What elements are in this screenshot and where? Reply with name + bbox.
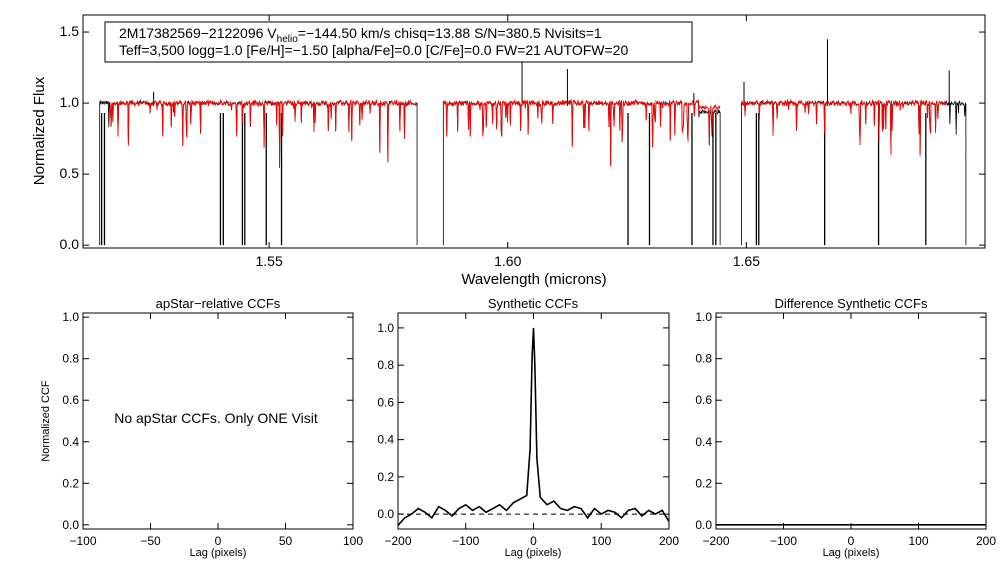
difference-ccf-title: Difference Synthetic CCFs	[775, 296, 928, 311]
synthetic-ccf-panel: −200 −100 0 100 200 0.0 0.2 0.4 0.6 0.8 1.0 Synthe…	[377, 296, 679, 559]
spectrum-ytick-label: 1.5	[60, 23, 80, 39]
apstar-ccf-title: apStar−relative CCFs	[156, 296, 281, 311]
info-box	[104, 21, 693, 63]
synthetic-ccf-xtick-label: 200	[659, 534, 679, 548]
spectrum-panel: 1.55 1.60 1.65 0.0 0.5 1.0 1.5 Wavelength (mic…	[31, 14, 986, 288]
info-line-2: Teff=3,500 logg=1.0 [Fe/H]=−1.50 [alpha/…	[119, 42, 628, 58]
difference-ccf-xtick-label: −200	[702, 534, 729, 548]
synthetic-ccf-ytick-label: 0.8	[377, 358, 394, 372]
spectrum-observed-chip	[442, 99, 721, 246]
spectrum-xtick-label: 1.65	[733, 253, 760, 269]
info-vhelio-sub: helio	[277, 34, 299, 45]
info-params-1: =−144.50 km/s chisq=13.88 S/N=380.5 Nvis…	[298, 25, 602, 41]
difference-ccf-xtick-label: −100	[770, 534, 797, 548]
difference-ccf-ytick-label: 0.6	[695, 393, 712, 407]
synthetic-ccf-series	[397, 327, 670, 526]
spectrum-observed-chip	[99, 99, 418, 246]
spectrum-model-series	[109, 98, 947, 167]
difference-ccf-ytick-label: 0.0	[695, 518, 712, 532]
synthetic-ccf-ytick-label: 0.6	[377, 395, 394, 409]
apstar-ccf-ytick-label: 0.0	[62, 518, 79, 532]
difference-ccf-ytick-label: 0.8	[695, 352, 712, 366]
apstar-ccf-xtick-label: 0	[215, 534, 222, 548]
apstar-ccf-xtick-label: 50	[279, 534, 293, 548]
difference-ccf-xlabel: Lag (pixels)	[823, 547, 880, 559]
spectrum-ytick-label: 1.0	[60, 94, 80, 110]
spectrum-model-chip	[109, 98, 418, 167]
apstar-ccf-ticks: −100 −50 0 50 100 0.0 0.2 0.4 0.6 0.8 1.0	[62, 310, 363, 548]
spectrum-model-chip	[442, 98, 721, 167]
synthetic-ccf-xtick-label: −200	[384, 534, 411, 548]
synthetic-ccf-title: Synthetic CCFs	[488, 296, 579, 311]
apstar-ccf-note: No apStar CCFs. Only ONE Visit	[114, 410, 318, 426]
synthetic-ccf-ticks: −200 −100 0 100 200 0.0 0.2 0.4 0.6 0.8 1.0	[377, 313, 679, 548]
synthetic-ccf-ytick-label: 0.4	[377, 433, 394, 447]
spectrum-frame	[82, 14, 986, 249]
difference-ccf-xtick-label: 100	[908, 534, 928, 548]
apstar-ccf-ytick-label: 0.6	[62, 393, 79, 407]
spectrum-observed-chip	[741, 99, 967, 246]
difference-ccf-ytick-label: 0.2	[695, 476, 712, 490]
apstar-ccf-xtick-label: 100	[343, 534, 363, 548]
info-star-id: 2M17382569−2122096 V	[119, 25, 277, 41]
spectrum-xlabel: Wavelength (microns)	[461, 271, 606, 288]
difference-ccf-xtick-label: 0	[848, 534, 855, 548]
apstar-ccf-xtick-label: −100	[69, 534, 96, 548]
difference-ccf-ytick-label: 0.4	[695, 435, 712, 449]
spectrum-xtick-label: 1.55	[256, 253, 283, 269]
apstar-ccf-ytick-label: 0.8	[62, 352, 79, 366]
apstar-ccf-ylabel: Normalized CCF	[40, 380, 52, 462]
spectrum-observed-series	[99, 39, 967, 246]
spectrum-xtick-label: 1.60	[494, 253, 521, 269]
synthetic-ccf-ytick-label: 1.0	[377, 321, 394, 335]
spectrum-ytick-label: 0.0	[60, 236, 80, 252]
synthetic-ccf-ytick-label: 0.0	[377, 507, 394, 521]
spectrum-ytick-label: 0.5	[60, 165, 80, 181]
synthetic-ccf-xlabel: Lag (pixels)	[505, 547, 562, 559]
synthetic-ccf-xtick-label: 100	[591, 534, 611, 548]
apstar-ccf-xtick-label: −50	[140, 534, 161, 548]
apstar-ccf-panel: −100 −50 0 50 100 0.0 0.2 0.4 0.6 0.8 1.0 apStar−r…	[40, 296, 363, 559]
spectrum-ylabel: Normalized Flux	[31, 76, 48, 185]
apstar-ccf-ytick-label: 1.0	[62, 310, 79, 324]
apstar-ccf-ytick-label: 0.2	[62, 476, 79, 490]
apstar-ccf-xlabel: Lag (pixels)	[190, 547, 247, 559]
synthetic-ccf-ytick-label: 0.2	[377, 470, 394, 484]
apstar-ccf-ytick-label: 0.4	[62, 435, 79, 449]
spectrum-model-chip	[741, 98, 947, 156]
spectrum-ticks: 1.55 1.60 1.65 0.0 0.5 1.0 1.5	[60, 15, 985, 269]
info-line-1: 2M17382569−2122096 Vhelio=−144.50 km/s c…	[119, 25, 602, 45]
difference-ccf-frame	[715, 312, 987, 530]
synthetic-ccf-xtick-label: −100	[452, 534, 479, 548]
difference-ccf-panel: −200 −100 0 100 200 0.0 0.2 0.4 0.6 0.8 1.0 Differ…	[695, 296, 996, 559]
difference-ccf-xtick-label: 200	[976, 534, 996, 548]
synthetic-ccf-xtick-label: 0	[530, 534, 537, 548]
difference-ccf-ticks: −200 −100 0 100 200 0.0 0.2 0.4 0.6 0.8 1.0	[695, 310, 996, 548]
difference-ccf-ytick-label: 1.0	[695, 310, 712, 324]
